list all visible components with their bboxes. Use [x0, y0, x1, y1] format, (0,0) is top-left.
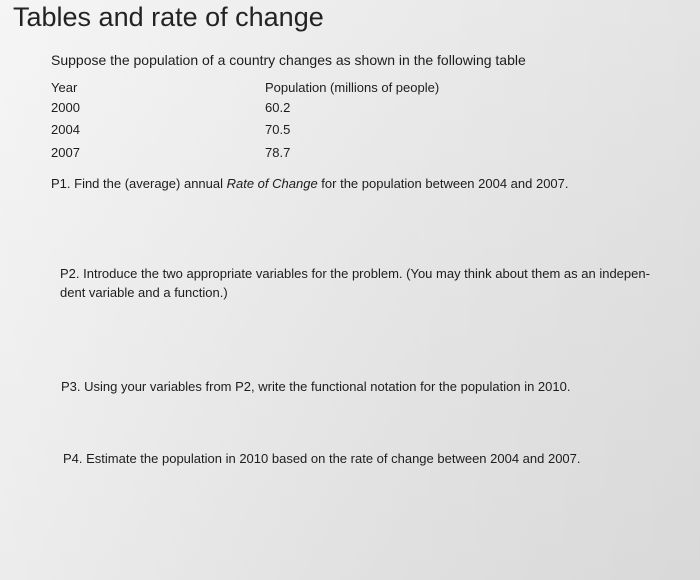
question-p1-emphasis: Rate of Change: [226, 176, 318, 191]
question-p2-line2: dent variable and a function.): [60, 285, 228, 300]
year-cell: 2000: [51, 100, 80, 115]
year-cell: 2007: [51, 145, 80, 160]
header-year: Year: [51, 80, 78, 95]
year-cell: 2004: [51, 122, 80, 137]
population-cell: 60.2: [265, 100, 291, 115]
question-p1: P1. Find the (average) annual Rate of Ch…: [51, 174, 569, 193]
population-cell: 78.7: [265, 145, 291, 160]
header-population: Population (millions of people): [265, 80, 440, 95]
population-cell: 70.5: [265, 122, 291, 137]
page-title: Tables and rate of change: [13, 2, 324, 32]
question-p4: P4. Estimate the population in 2010 base…: [63, 451, 581, 466]
question-p2-line1: P2. Introduce the two appropriate variab…: [60, 266, 650, 281]
question-p1-after: for the population between 2004 and 2007…: [317, 176, 569, 191]
question-p3: P3. Using your variables from P2, write …: [61, 379, 571, 394]
question-p1-before: P1. Find the (average) annual: [51, 176, 227, 191]
question-p2: P2. Introduce the two appropriate variab…: [60, 264, 650, 302]
intro-text: Suppose the population of a country chan…: [51, 52, 526, 68]
